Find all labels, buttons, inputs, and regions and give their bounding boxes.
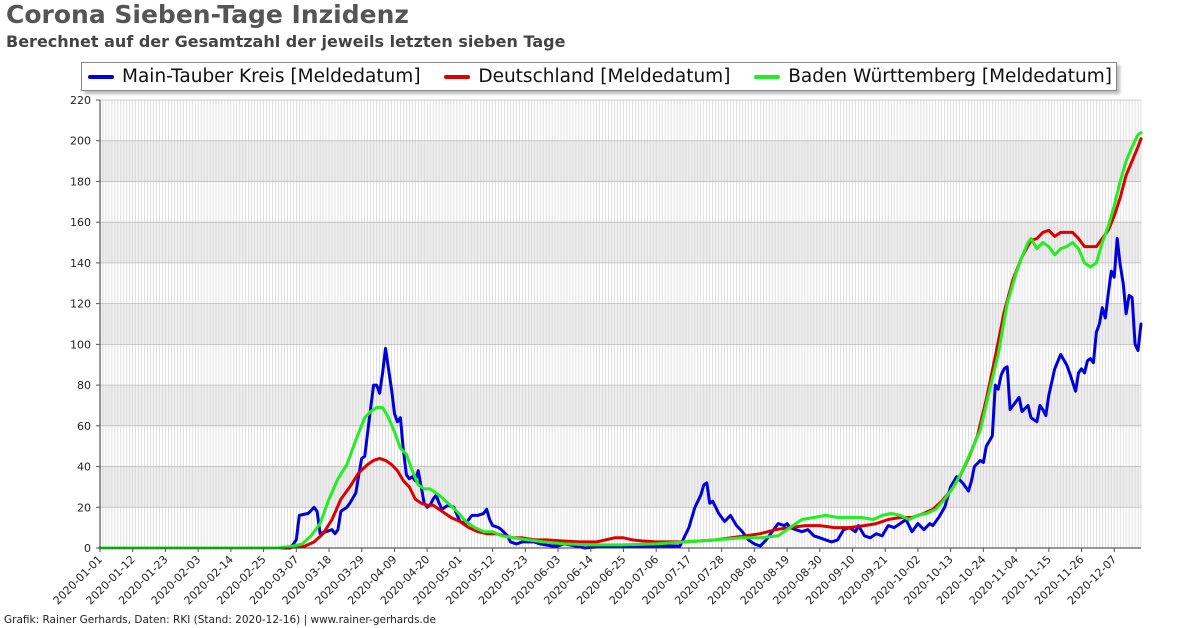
legend-swatch-deutschland (444, 74, 471, 79)
legend-item-deutschland: Deutschland [Meldedatum] (444, 66, 730, 87)
legend-label-deutschland: Deutschland [Meldedatum] (478, 66, 731, 87)
x-axis-ticks: 2020-01-012020-01-122020-01-232020-02-03… (51, 548, 1119, 607)
y-tick-label: 60 (77, 420, 91, 433)
y-tick-label: 200 (70, 135, 91, 148)
y-tick-label: 140 (70, 257, 91, 270)
axes (99, 100, 1141, 549)
y-tick-label: 20 (77, 501, 91, 514)
legend-label-baden-wuerttemberg: Baden Württemberg [Meldedatum] (788, 66, 1112, 87)
footer-credit: Grafik: Rainer Gerhards, Daten: RKI (Sta… (4, 614, 436, 626)
chart-title: Corona Sieben-Tage Inzidenz (6, 0, 409, 29)
legend-swatch-main-tauber (88, 74, 114, 79)
y-tick-label: 100 (70, 338, 91, 351)
legend-swatch-baden-wuerttemberg (754, 74, 781, 79)
y-tick-label: 220 (70, 94, 91, 107)
series-line-2 (98, 131, 1143, 550)
legend-item-main-tauber: Main-Tauber Kreis [Meldedatum] (88, 66, 421, 87)
y-tick-label: 120 (70, 298, 91, 311)
series-lines (98, 131, 1143, 550)
chart-subtitle: Berechnet auf der Gesamtzahl der jeweils… (6, 32, 566, 51)
legend-label-main-tauber: Main-Tauber Kreis [Meldedatum] (122, 66, 421, 87)
y-tick-label: 0 (84, 542, 91, 555)
y-tick-label: 180 (70, 175, 91, 188)
y-tick-label: 160 (70, 216, 91, 229)
legend-item-baden-wuerttemberg: Baden Württemberg [Meldedatum] (754, 66, 1112, 87)
chart-legend: Main-Tauber Kreis [Meldedatum] Deutschla… (81, 62, 1117, 91)
y-tick-label: 80 (77, 379, 91, 392)
y-tick-label: 40 (77, 461, 91, 474)
vertical-grid (99, 100, 1142, 548)
y-axis-ticks: 0 20 40 60 80 100 120 140 160 180 200 220 (70, 94, 100, 555)
